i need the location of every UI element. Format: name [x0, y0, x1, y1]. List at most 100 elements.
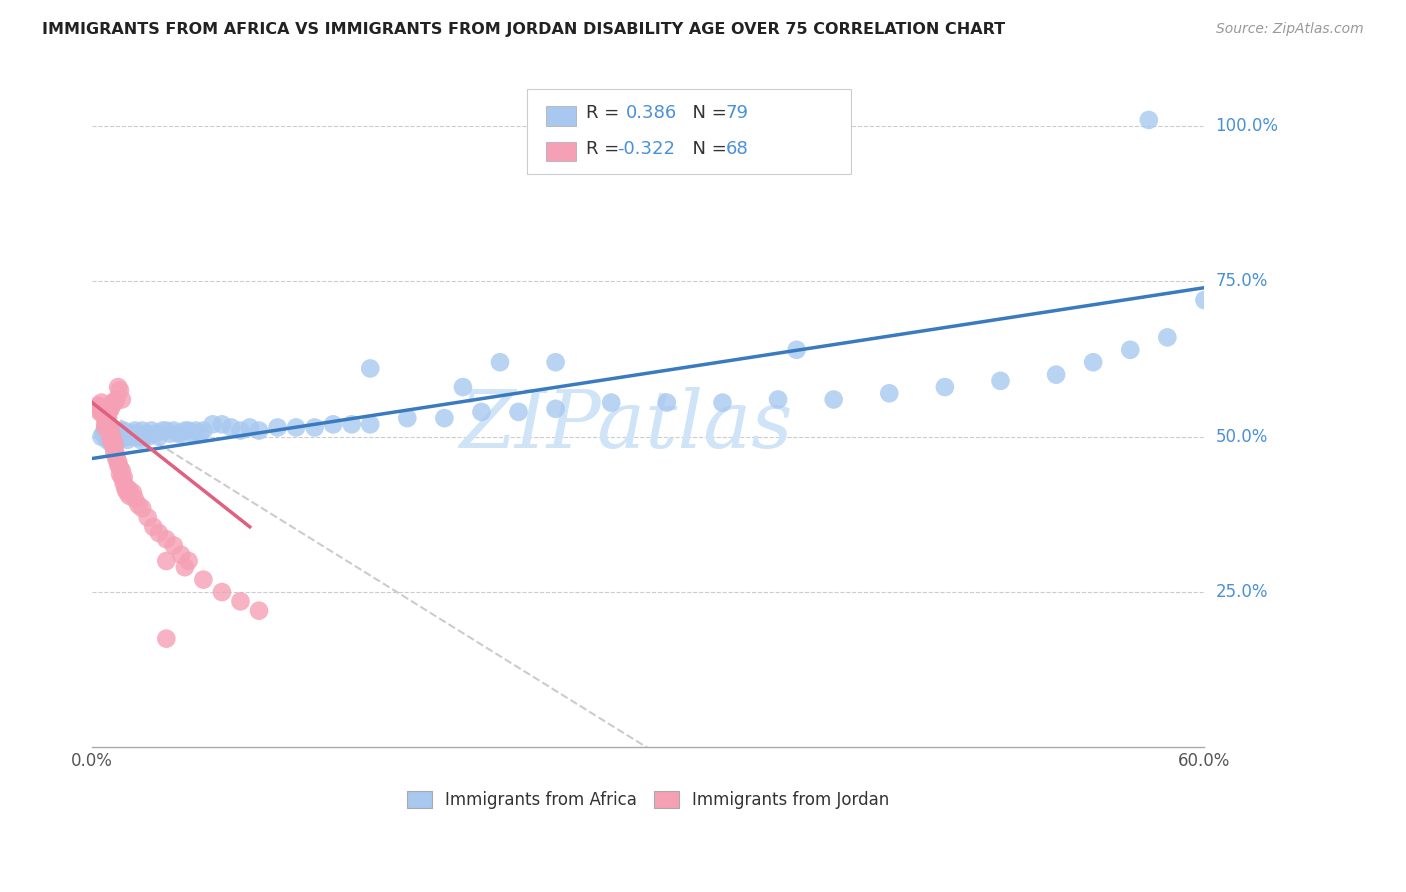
Point — [108, 467, 131, 481]
Point — [508, 405, 530, 419]
Point — [89, 401, 111, 416]
Point — [188, 426, 211, 441]
Point — [247, 424, 270, 438]
Point — [105, 449, 128, 463]
Point — [97, 430, 120, 444]
Point — [990, 374, 1012, 388]
Point — [170, 426, 193, 441]
Point — [163, 539, 186, 553]
Point — [91, 408, 114, 422]
Point — [96, 411, 118, 425]
Point — [124, 424, 146, 438]
Point — [108, 460, 131, 475]
Point — [155, 533, 177, 547]
Point — [87, 399, 110, 413]
Point — [114, 430, 136, 444]
Point — [101, 436, 124, 450]
Point — [97, 405, 120, 419]
Point — [201, 417, 224, 432]
Point — [108, 433, 131, 447]
Point — [94, 411, 117, 425]
Point — [100, 436, 122, 450]
Point — [132, 430, 155, 444]
Point — [711, 395, 734, 409]
Point — [91, 426, 114, 441]
Point — [166, 426, 188, 441]
Point — [120, 430, 142, 444]
Point — [114, 483, 136, 497]
Point — [155, 632, 177, 646]
Point — [90, 395, 112, 409]
Point — [322, 417, 344, 432]
Point — [934, 380, 956, 394]
Point — [111, 464, 134, 478]
Point — [136, 510, 159, 524]
Point — [489, 355, 512, 369]
Point — [247, 604, 270, 618]
Point — [148, 526, 170, 541]
Text: 100.0%: 100.0% — [1216, 117, 1278, 136]
Point — [89, 405, 111, 419]
Point — [219, 420, 242, 434]
Point — [111, 470, 134, 484]
Point — [181, 426, 204, 441]
Point — [101, 395, 124, 409]
Point — [100, 424, 122, 438]
Text: -0.322: -0.322 — [617, 140, 675, 158]
Point — [229, 424, 252, 438]
Point — [1045, 368, 1067, 382]
Point — [177, 424, 200, 438]
Point — [103, 442, 125, 457]
Point — [1119, 343, 1142, 357]
Point — [103, 445, 125, 459]
Point — [107, 454, 129, 468]
Point — [173, 424, 195, 438]
Point — [177, 554, 200, 568]
Point — [117, 485, 139, 500]
Point — [128, 498, 150, 512]
Point — [122, 426, 145, 441]
Text: ZIPatlas: ZIPatlas — [460, 387, 793, 465]
Point — [148, 430, 170, 444]
Point — [359, 417, 381, 432]
Point — [1194, 293, 1216, 307]
Point — [786, 343, 808, 357]
Point — [155, 424, 177, 438]
Text: 75.0%: 75.0% — [1216, 272, 1268, 291]
Text: N =: N = — [681, 104, 733, 122]
Point — [451, 380, 474, 394]
Text: 25.0%: 25.0% — [1216, 583, 1268, 601]
Point — [105, 430, 128, 444]
Point — [100, 430, 122, 444]
Point — [111, 430, 134, 444]
Point — [96, 417, 118, 432]
Point — [103, 395, 125, 409]
Point — [544, 355, 567, 369]
Point — [131, 501, 153, 516]
Point — [159, 426, 181, 441]
Point — [108, 426, 131, 441]
Text: Source: ZipAtlas.com: Source: ZipAtlas.com — [1216, 22, 1364, 37]
Point — [117, 433, 139, 447]
Point — [211, 417, 233, 432]
Point — [135, 426, 157, 441]
Point — [97, 424, 120, 438]
Point — [470, 405, 492, 419]
Point — [142, 520, 165, 534]
Point — [544, 401, 567, 416]
Text: 79: 79 — [725, 104, 748, 122]
Point — [285, 420, 308, 434]
Point — [131, 424, 153, 438]
Legend: Immigrants from Africa, Immigrants from Jordan: Immigrants from Africa, Immigrants from … — [402, 786, 894, 814]
Point — [128, 430, 150, 444]
Text: 68: 68 — [725, 140, 748, 158]
Point — [90, 430, 112, 444]
Point — [1083, 355, 1105, 369]
Point — [105, 451, 128, 466]
Point — [91, 405, 114, 419]
Point — [100, 433, 122, 447]
Point — [112, 470, 135, 484]
Text: N =: N = — [681, 140, 733, 158]
Point — [118, 483, 141, 497]
Point — [114, 479, 136, 493]
